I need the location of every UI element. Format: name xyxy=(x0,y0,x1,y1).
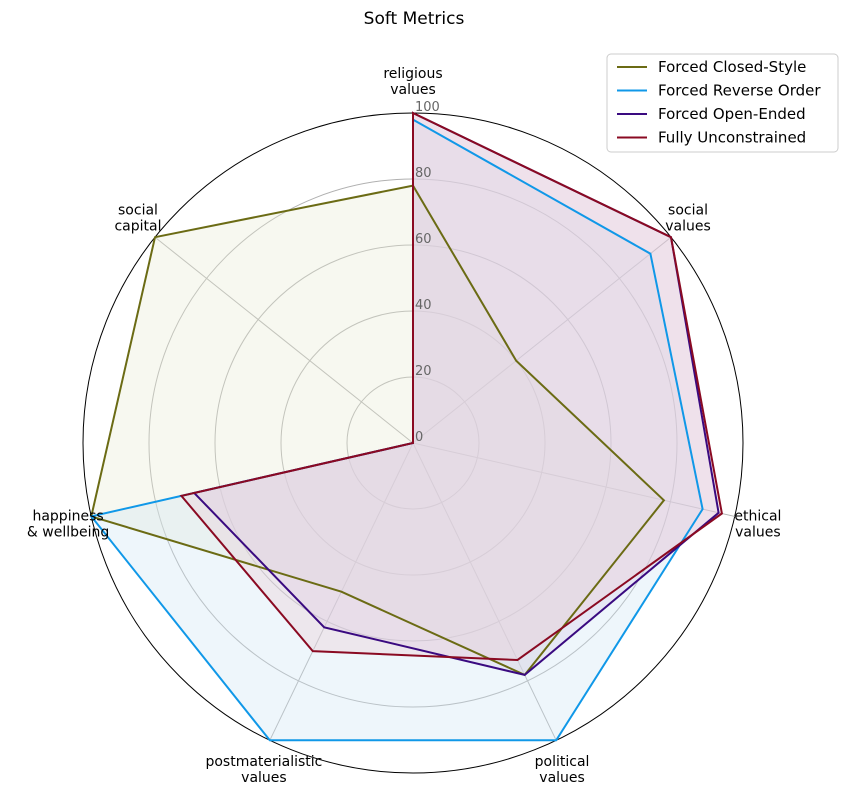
series-fill-3 xyxy=(181,113,722,660)
radial-ticks: 0 20 40 60 80 100 xyxy=(415,100,440,445)
series-fill-2 xyxy=(194,113,719,675)
r-tick-label: 40 xyxy=(415,298,432,313)
series-fill-1 xyxy=(91,119,703,741)
r-tick-label: 20 xyxy=(415,364,432,379)
axis-labels: religious values social values ethical values… xyxy=(27,66,782,786)
category-label: postmaterialistic values xyxy=(205,754,322,786)
legend-box xyxy=(606,53,839,153)
legend: Forced Closed-Style Forced Reverse Order F… xyxy=(606,53,839,153)
spoke-line xyxy=(154,236,414,444)
series-line-0 xyxy=(90,184,666,677)
r-tick-label: 80 xyxy=(415,166,432,181)
category-label: social capital xyxy=(114,202,161,234)
r-tick-label: 100 xyxy=(415,100,440,115)
spoke-line xyxy=(412,442,557,741)
legend-label-2: Forced Open-Ended xyxy=(658,105,806,123)
series-fill-0 xyxy=(91,185,664,675)
r-tick-label: 60 xyxy=(415,232,432,247)
legend-label-3: Fully Unconstrained xyxy=(658,129,806,147)
spoke-line xyxy=(412,236,672,444)
spoke-line xyxy=(412,442,735,517)
legend-label-1: Forced Reverse Order xyxy=(658,82,821,100)
category-label: social values xyxy=(665,202,711,234)
category-label: ethical values xyxy=(734,509,781,541)
legend-label-0: Forced Closed-Style xyxy=(658,58,806,76)
series-line-3 xyxy=(179,111,723,662)
category-label: happiness & wellbeing xyxy=(27,509,109,541)
category-label: political values xyxy=(535,754,590,786)
chart-title: Soft Metrics xyxy=(364,9,465,29)
series-layer xyxy=(89,111,723,742)
r-tick-label: 0 xyxy=(415,430,423,445)
category-label: religious values xyxy=(383,66,442,98)
